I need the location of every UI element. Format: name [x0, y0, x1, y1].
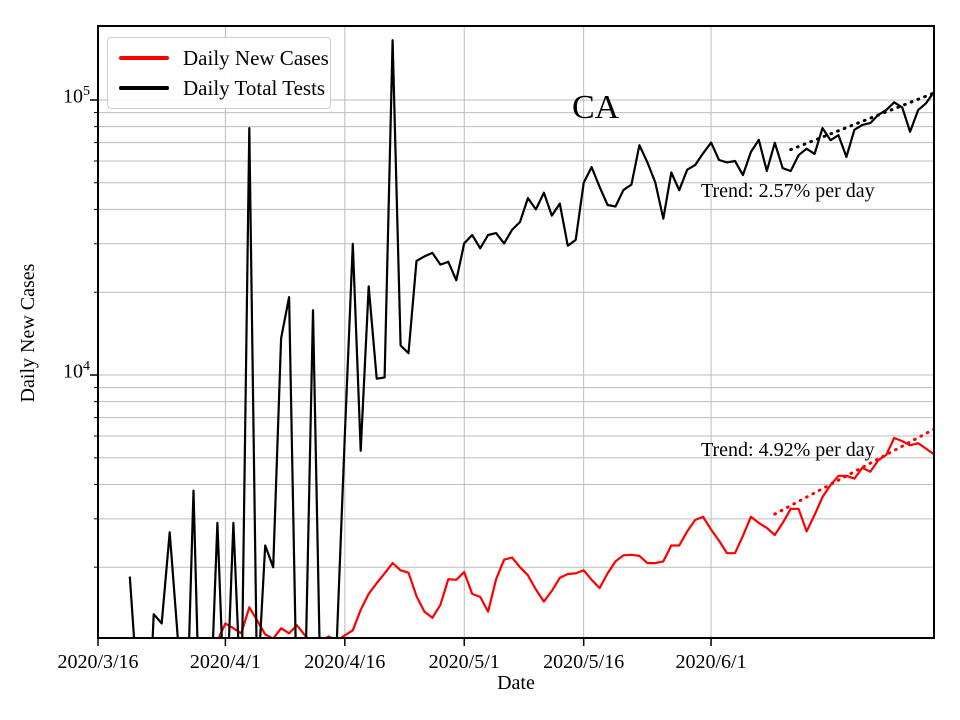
tests-trend-annotation: Trend: 2.57% per day [701, 180, 875, 202]
x-tick-label: 2020/5/1 [429, 651, 500, 673]
plot-border [97, 25, 935, 639]
y-tick-base: 10 [63, 360, 83, 383]
x-axis-label: Date [497, 672, 535, 694]
y-tick-base: 10 [63, 85, 83, 108]
legend-line-sample-black [119, 86, 169, 91]
legend-label: Daily Total Tests [183, 76, 326, 101]
x-tick-label: 2020/6/1 [676, 651, 747, 673]
legend-item-daily-total-tests: Daily Total Tests [119, 77, 325, 99]
x-tick-label: 2020/4/1 [190, 651, 261, 673]
x-tick-label: 2020/4/16 [304, 651, 385, 673]
axes: 2020/3/16 2020/4/1 2020/4/16 2020/5/1 2020/5… [57, 25, 935, 673]
y-tick-label-1e4: 104 [20, 360, 90, 382]
cases-trend-dotted-line [773, 427, 934, 516]
series-line-daily-total-tests [128, 39, 934, 638]
y-tick-exponent: 5 [83, 84, 90, 99]
legend-label: Daily New Cases [183, 46, 329, 70]
legend: Daily New Cases Daily Total Tests [107, 37, 331, 110]
x-tick-label: 2020/5/16 [543, 651, 624, 673]
y-tick-exponent: 4 [83, 359, 90, 374]
state-title: CA [572, 89, 620, 126]
y-axis-label: Daily New Cases [17, 263, 39, 403]
data-lines [128, 39, 934, 638]
tests-trend-dotted-line [789, 91, 934, 152]
trend-lines [773, 91, 934, 516]
y-tick-label-1e5: 105 [20, 85, 90, 107]
cases-trend-annotation: Trend: 4.92% per day [701, 439, 875, 461]
legend-line-sample-red [119, 56, 169, 61]
x-tick-label: 2020/3/16 [57, 651, 138, 673]
legend-item-daily-new-cases: Daily New Cases [119, 47, 329, 69]
gridlines [97, 26, 934, 638]
series-line-daily-new-cases [217, 436, 934, 638]
